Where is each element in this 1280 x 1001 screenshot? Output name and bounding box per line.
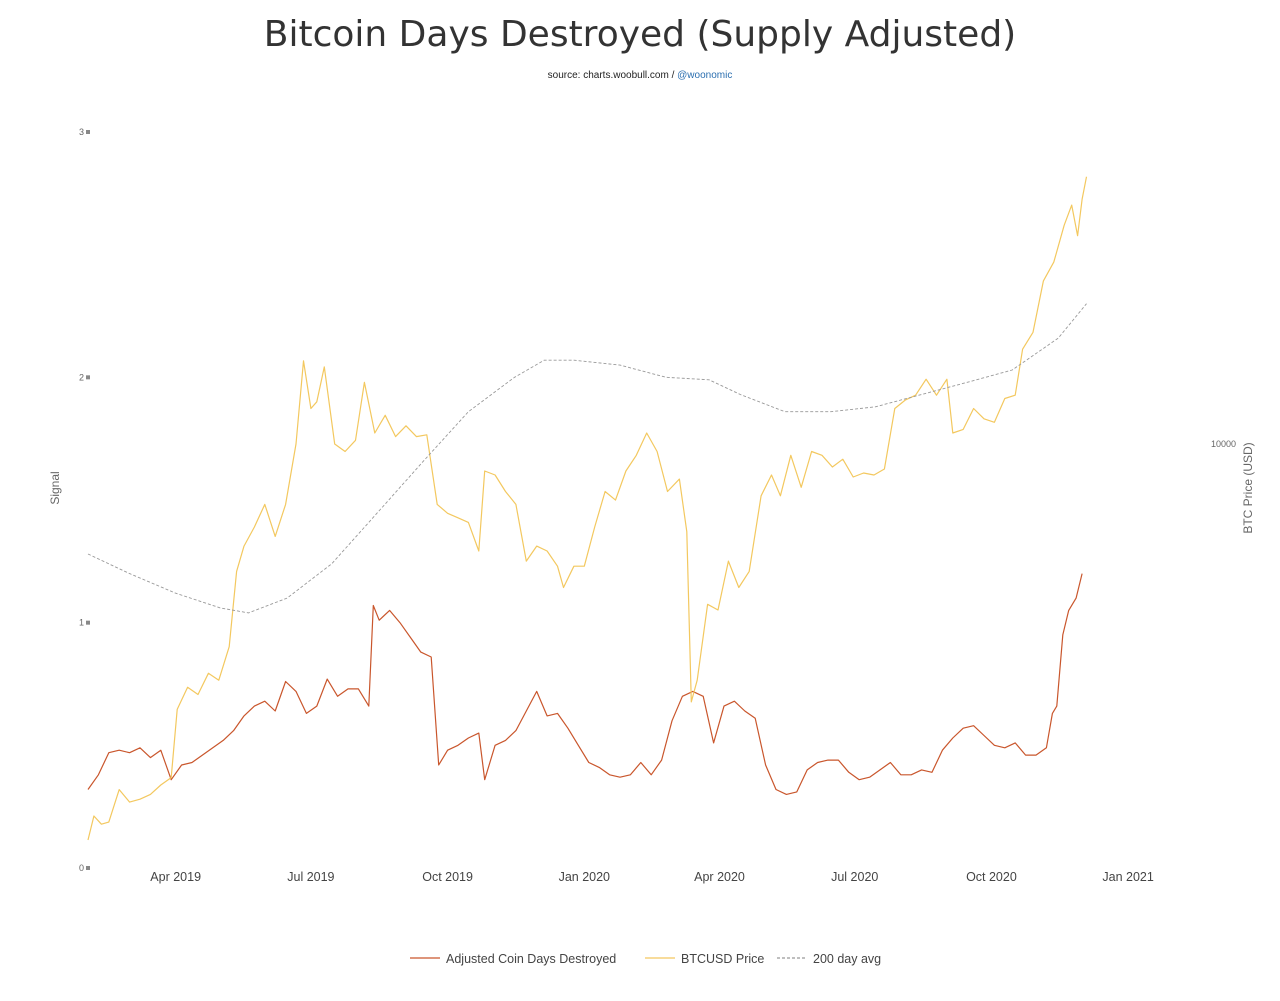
chart-subtitle: source: charts.woobull.com / @woonomic	[0, 70, 1280, 81]
legend-item-1[interactable]: BTCUSD Price	[681, 952, 764, 966]
y-tick-marker	[86, 620, 90, 625]
x-tick-label: Jan 2021	[1102, 870, 1153, 884]
y2-tick-label: 10000	[1211, 439, 1236, 449]
author-handle-link[interactable]: @woonomic	[677, 70, 733, 81]
y-tick-marker	[86, 130, 90, 134]
x-tick-label: Apr 2019	[150, 870, 201, 884]
x-tick-label: Oct 2019	[422, 870, 473, 884]
chart-title: Bitcoin Days Destroyed (Supply Adjusted)	[263, 14, 1017, 55]
y-tick-marker	[86, 866, 90, 870]
x-tick-label: Apr 2020	[694, 870, 745, 884]
y-tick-marker	[86, 375, 90, 380]
series-line-1	[87, 176, 1088, 841]
legend-item-2[interactable]: 200 day avg	[813, 952, 881, 966]
source-text: source: charts.woobull.com /	[547, 70, 675, 81]
x-tick-label: Jul 2019	[287, 870, 334, 884]
y2-axis-title: BTC Price (USD)	[1241, 442, 1255, 533]
y-tick-label: 3	[79, 127, 84, 137]
legend: Adjusted Coin Days Destroyed BTCUSD Price…	[410, 952, 881, 966]
x-tick-label: Jan 2020	[559, 870, 610, 884]
plot-area: 0 1 2 3 10000 Apr 2019 Jul 2019 Oct 2019 Jan 202…	[79, 127, 1236, 884]
legend-item-0[interactable]: Adjusted Coin Days Destroyed	[446, 952, 616, 966]
x-tick-label: Jul 2020	[831, 870, 878, 884]
y-axis-title: Signal	[48, 471, 62, 504]
series-line-2	[87, 303, 1087, 614]
series-line-0	[87, 573, 1083, 795]
y-tick-label: 1	[79, 618, 84, 628]
y-tick-label: 0	[79, 863, 84, 873]
x-tick-label: Oct 2020	[966, 870, 1017, 884]
y-tick-label: 2	[79, 372, 84, 382]
